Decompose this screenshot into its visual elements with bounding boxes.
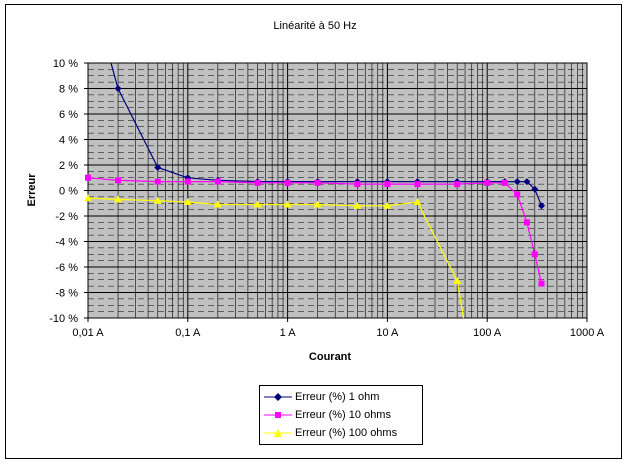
series-2: [85, 174, 545, 287]
y-tick-label: 10 %: [53, 58, 78, 70]
data-point: [454, 181, 461, 188]
legend-swatch-100-ohms: [264, 429, 292, 437]
legend-swatch-1-ohm: [264, 393, 292, 401]
data-point: [453, 277, 462, 285]
data-point: [353, 201, 362, 209]
data-point: [154, 178, 161, 185]
y-axis: 10 % 8 % 6 % 4 % 2 % 0 % -2 % -4 % -6 % -8 % -10 %: [49, 58, 88, 325]
data-point: [85, 174, 91, 181]
y-tick-label: 2 %: [59, 160, 78, 172]
data-point: [531, 185, 539, 193]
series-line: [87, 177, 543, 284]
x-tick-label: 10 A: [376, 327, 399, 339]
y-tick-label: 6 %: [59, 109, 78, 121]
x-tick-label: 1 A: [280, 327, 297, 339]
chart-title: Linéarité à 50 Hz: [273, 20, 356, 32]
data-point: [537, 202, 545, 210]
data-point: [414, 181, 421, 188]
data-point: [523, 219, 530, 226]
series-3: [84, 194, 465, 319]
data-point: [84, 194, 92, 202]
data-point: [254, 179, 261, 186]
data-point: [354, 181, 361, 188]
y-tick-label: -8 %: [55, 288, 78, 300]
y-tick-label: -10 %: [49, 313, 78, 325]
data-point: [513, 178, 521, 186]
data-point: [538, 280, 545, 287]
legend-item-10-ohms: Erreur (%) 10 ohms: [264, 407, 391, 423]
data-point: [514, 191, 521, 198]
data-point: [523, 178, 531, 186]
data-point: [114, 195, 123, 203]
y-tick-label: -2 %: [55, 211, 78, 223]
data-point: [283, 200, 292, 208]
data-point: [531, 251, 538, 258]
data-point: [484, 179, 491, 186]
data-point: [313, 200, 322, 208]
x-tick-label: 0,1 A: [175, 327, 201, 339]
x-tick-label: 1000 A: [570, 327, 605, 339]
y-tick-label: 4 %: [59, 135, 78, 147]
data-point: [114, 85, 122, 92]
legend-label-1-ohm: Erreur (%) 1 ohm: [295, 391, 380, 403]
gridlines: [87, 62, 588, 319]
data-point: [413, 197, 422, 205]
series-group: [84, 62, 545, 319]
data-point: [253, 200, 262, 208]
data-point: [284, 179, 291, 186]
data-point: [213, 200, 222, 208]
legend-label-100-ohms: Erreur (%) 100 ohms: [295, 427, 398, 439]
y-tick-label: 0 %: [59, 186, 78, 198]
y-tick-label: -4 %: [55, 237, 78, 249]
x-tick-label: 100 A: [473, 327, 502, 339]
y-axis-label: Erreur: [26, 173, 38, 207]
data-point: [383, 201, 392, 209]
legend-label-10-ohms: Erreur (%) 10 ohms: [295, 409, 391, 421]
x-axis: 0,01 A 0,1 A 1 A 10 A 100 A 1000 A: [72, 318, 605, 339]
y-tick-label: 8 %: [59, 84, 78, 96]
data-point: [501, 179, 508, 186]
y-tick-label: -6 %: [55, 262, 78, 274]
legend-item-100-ohms: Erreur (%) 100 ohms: [264, 425, 397, 441]
data-point: [115, 177, 122, 184]
data-point: [153, 196, 162, 204]
data-point: [384, 181, 391, 188]
legend-item-1-ohm: Erreur (%) 1 ohm: [264, 389, 379, 405]
legend: Erreur (%) 1 ohm Erreur (%) 10 ohms Erre…: [259, 385, 423, 445]
data-point: [214, 178, 221, 185]
data-point: [154, 164, 162, 172]
data-point: [184, 178, 191, 185]
data-point: [314, 179, 321, 186]
legend-swatch-10-ohms: [264, 412, 292, 418]
x-axis-label: Courant: [309, 351, 352, 363]
x-tick-label: 0,01 A: [72, 327, 104, 339]
data-point: [183, 197, 192, 205]
